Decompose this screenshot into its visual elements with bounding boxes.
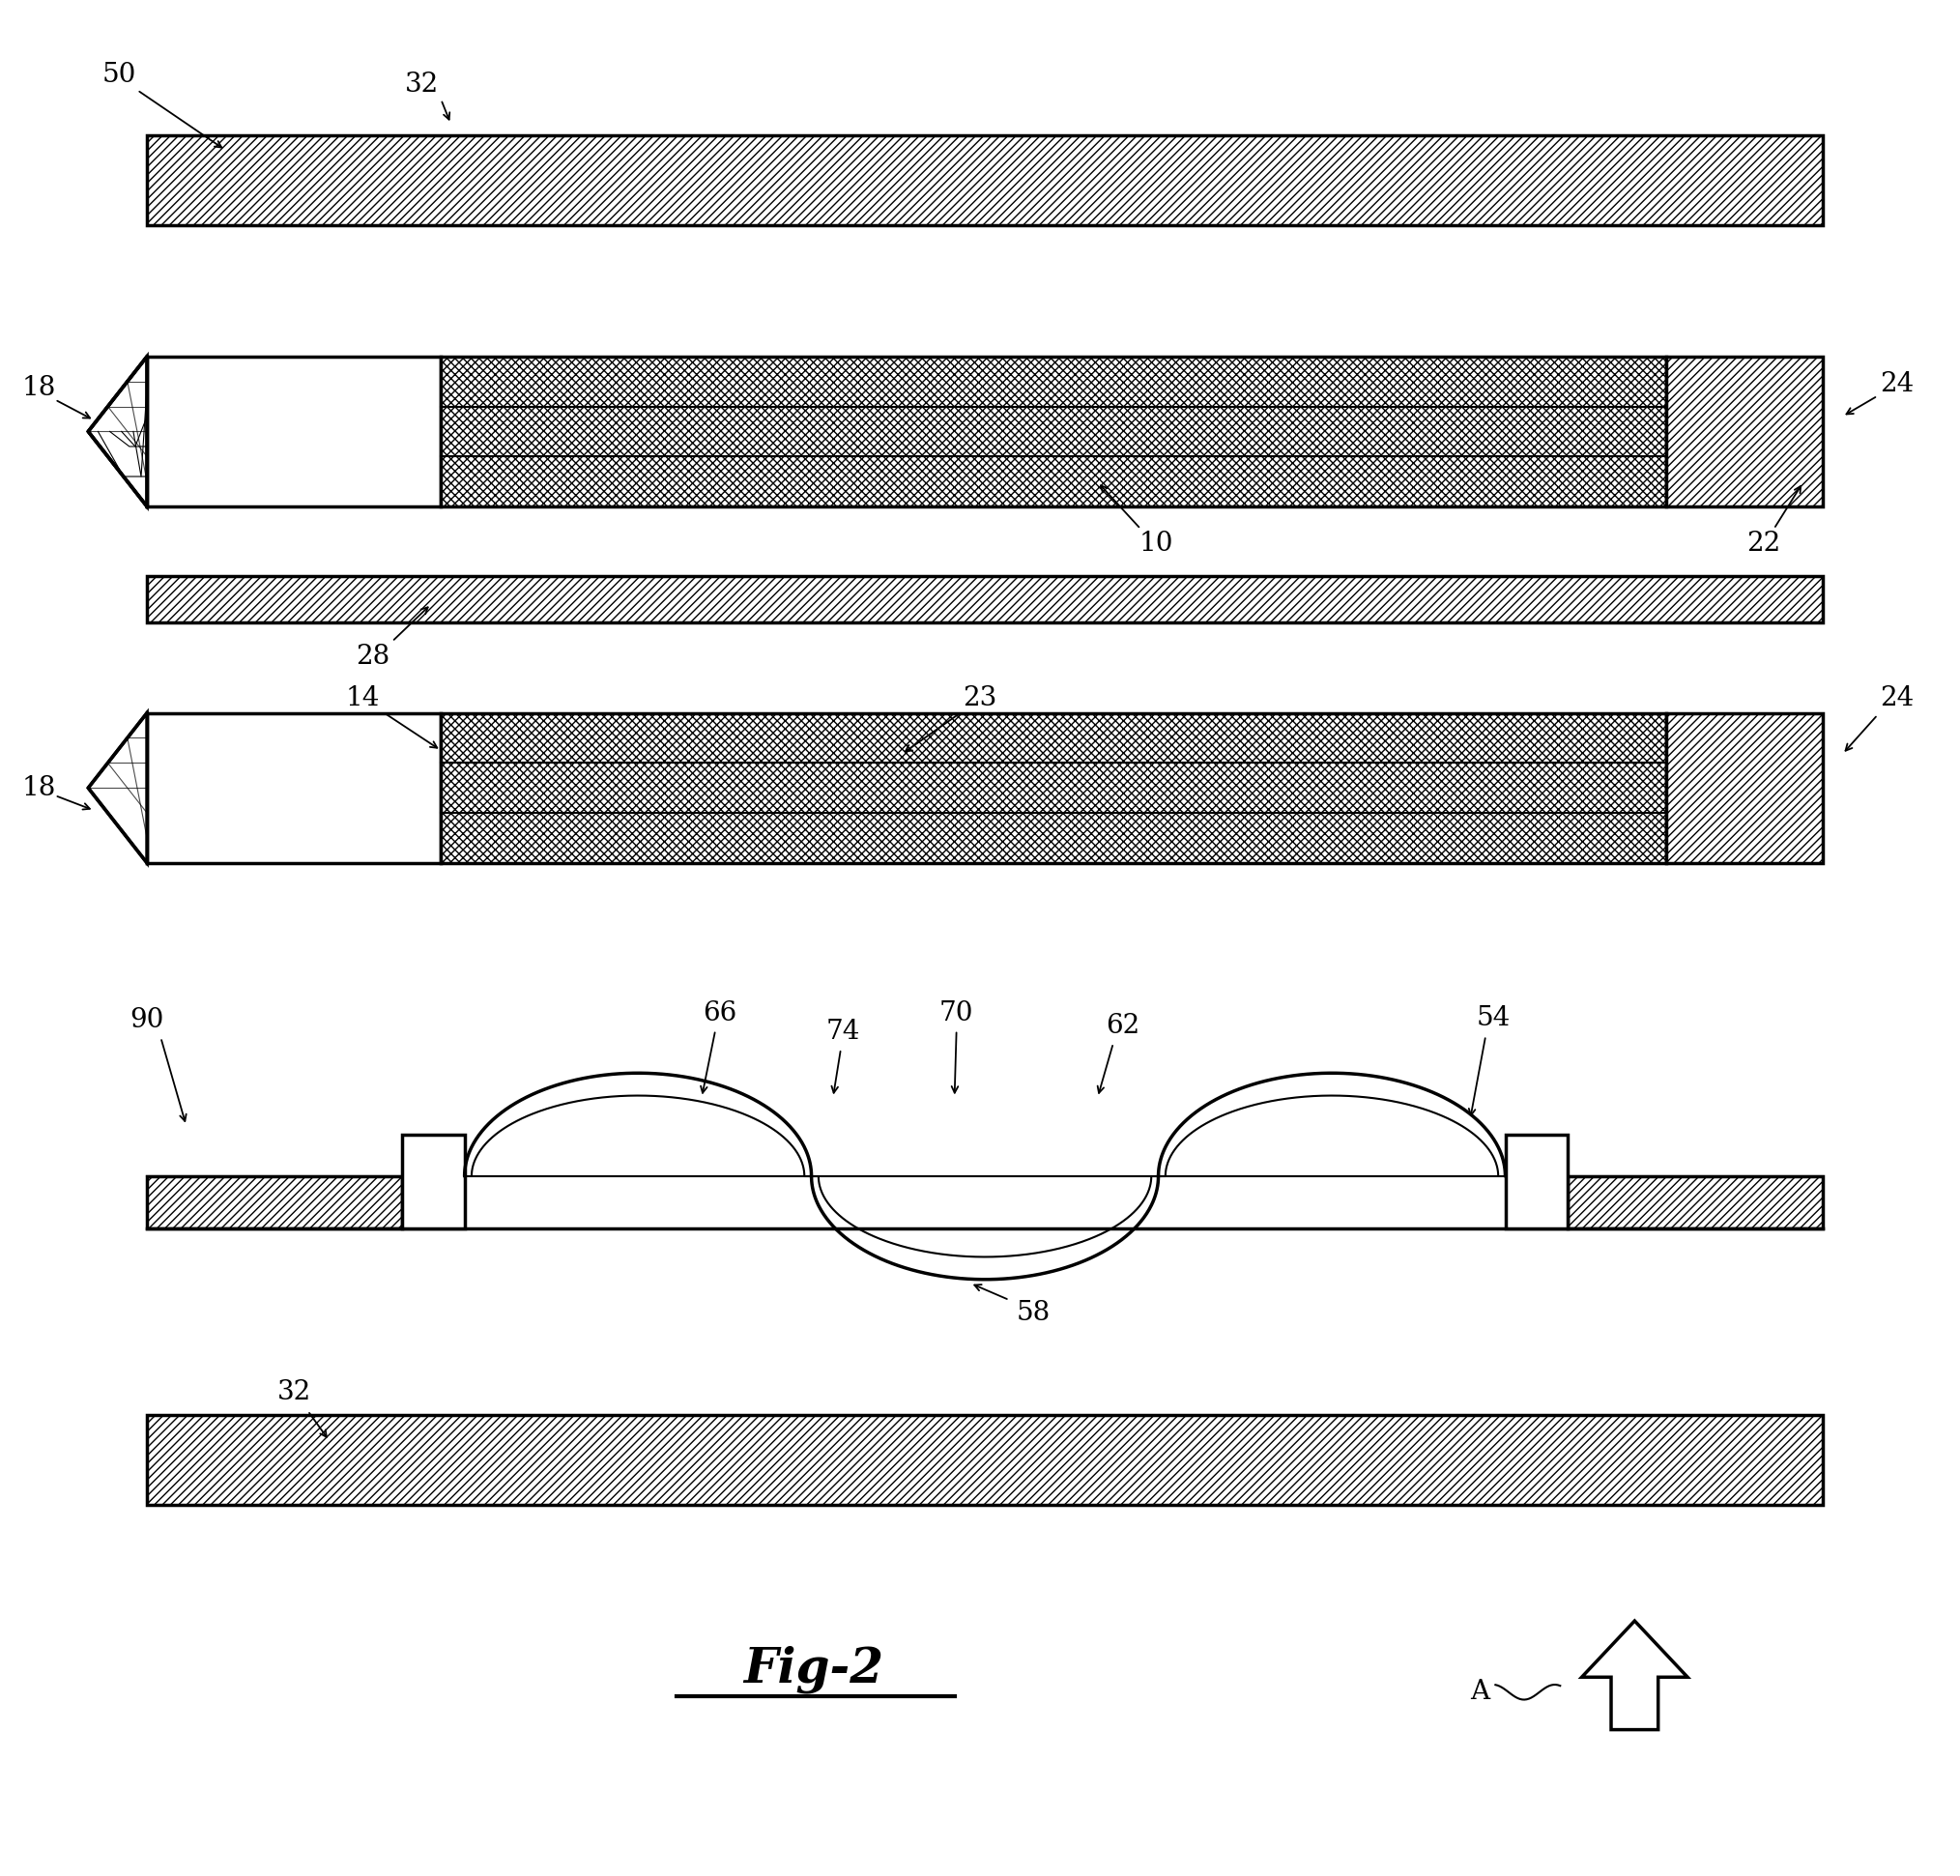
Text: 23: 23 (962, 685, 998, 711)
Bar (147, 135, 1823, 225)
Text: 32: 32 (276, 1379, 312, 1405)
Text: 70: 70 (939, 1000, 974, 1026)
Text: 90: 90 (129, 1007, 165, 1034)
Text: 24: 24 (1880, 371, 1915, 398)
Bar (147, 356, 441, 507)
Text: Fig-2: Fig-2 (743, 1645, 884, 1694)
Bar (1666, 713, 1823, 863)
Text: 14: 14 (345, 685, 380, 711)
Text: 58: 58 (1015, 1300, 1051, 1326)
Text: 18: 18 (22, 375, 57, 401)
Bar (402, 1135, 465, 1229)
Text: 28: 28 (355, 643, 390, 670)
Text: 10: 10 (1139, 531, 1174, 557)
Bar (1666, 356, 1823, 507)
Text: 74: 74 (825, 1019, 860, 1045)
Text: A: A (1470, 1679, 1490, 1705)
Text: 24: 24 (1880, 685, 1915, 711)
Bar (147, 576, 1823, 623)
Bar (1505, 1135, 1568, 1229)
Text: 66: 66 (702, 1000, 737, 1026)
Text: 22: 22 (1746, 531, 1782, 557)
Text: 18: 18 (22, 775, 57, 801)
Text: 32: 32 (404, 71, 439, 98)
Polygon shape (88, 356, 147, 507)
Text: 54: 54 (1476, 1006, 1511, 1032)
Bar (441, 713, 1666, 863)
Bar (1568, 1176, 1823, 1229)
Text: 50: 50 (102, 62, 135, 88)
Bar (147, 1176, 402, 1229)
Bar (441, 356, 1666, 507)
FancyArrow shape (1582, 1621, 1688, 1730)
Polygon shape (88, 713, 147, 863)
Bar (147, 1415, 1823, 1505)
Bar (147, 713, 441, 863)
Text: 62: 62 (1105, 1013, 1141, 1039)
